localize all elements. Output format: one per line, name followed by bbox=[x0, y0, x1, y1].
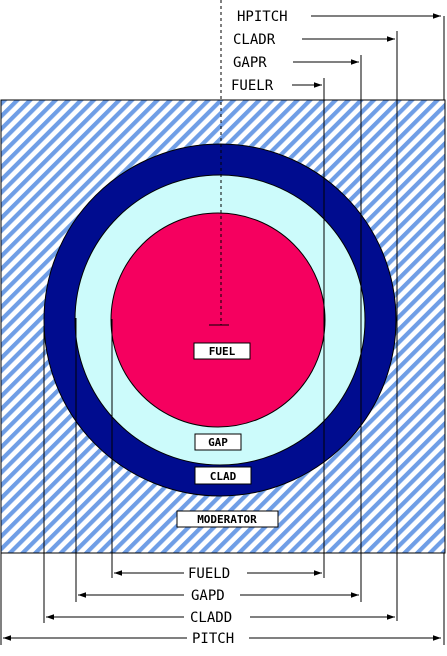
hpitch-dimension: HPITCH bbox=[237, 9, 445, 100]
gap-tag: GAP bbox=[194, 433, 242, 451]
cladd-label: CLADD bbox=[190, 610, 232, 626]
fuel-region-label: FUEL bbox=[209, 345, 236, 358]
pitch-dimension: PITCH bbox=[0, 553, 445, 647]
fuelr-dimension: FUELR bbox=[231, 78, 325, 578]
fueld-label: FUELD bbox=[188, 566, 230, 582]
moderator-tag: MODERATOR bbox=[176, 510, 279, 528]
gapr-dimension: GAPR bbox=[233, 55, 362, 602]
gapd-dimension: GAPD bbox=[75, 318, 359, 604]
gapd-label: GAPD bbox=[191, 588, 225, 604]
pitch-label: PITCH bbox=[192, 631, 234, 647]
fuel-tag: FUEL bbox=[193, 342, 251, 360]
gap-region-label: GAP bbox=[208, 436, 228, 449]
moderator-region-label: MODERATOR bbox=[197, 513, 257, 526]
cladr-label: CLADR bbox=[233, 32, 276, 48]
clad-tag: CLAD bbox=[194, 466, 252, 485]
gapr-label: GAPR bbox=[233, 55, 267, 71]
fueld-dimension: FUELD bbox=[111, 319, 322, 582]
fuelr-label: FUELR bbox=[231, 78, 274, 94]
cladr-dimension: CLADR bbox=[233, 31, 398, 621]
clad-region-label: CLAD bbox=[210, 470, 237, 483]
fuel-circle bbox=[110, 212, 326, 428]
cladd-dimension: CLADD bbox=[43, 326, 395, 626]
hpitch-label: HPITCH bbox=[237, 9, 288, 25]
